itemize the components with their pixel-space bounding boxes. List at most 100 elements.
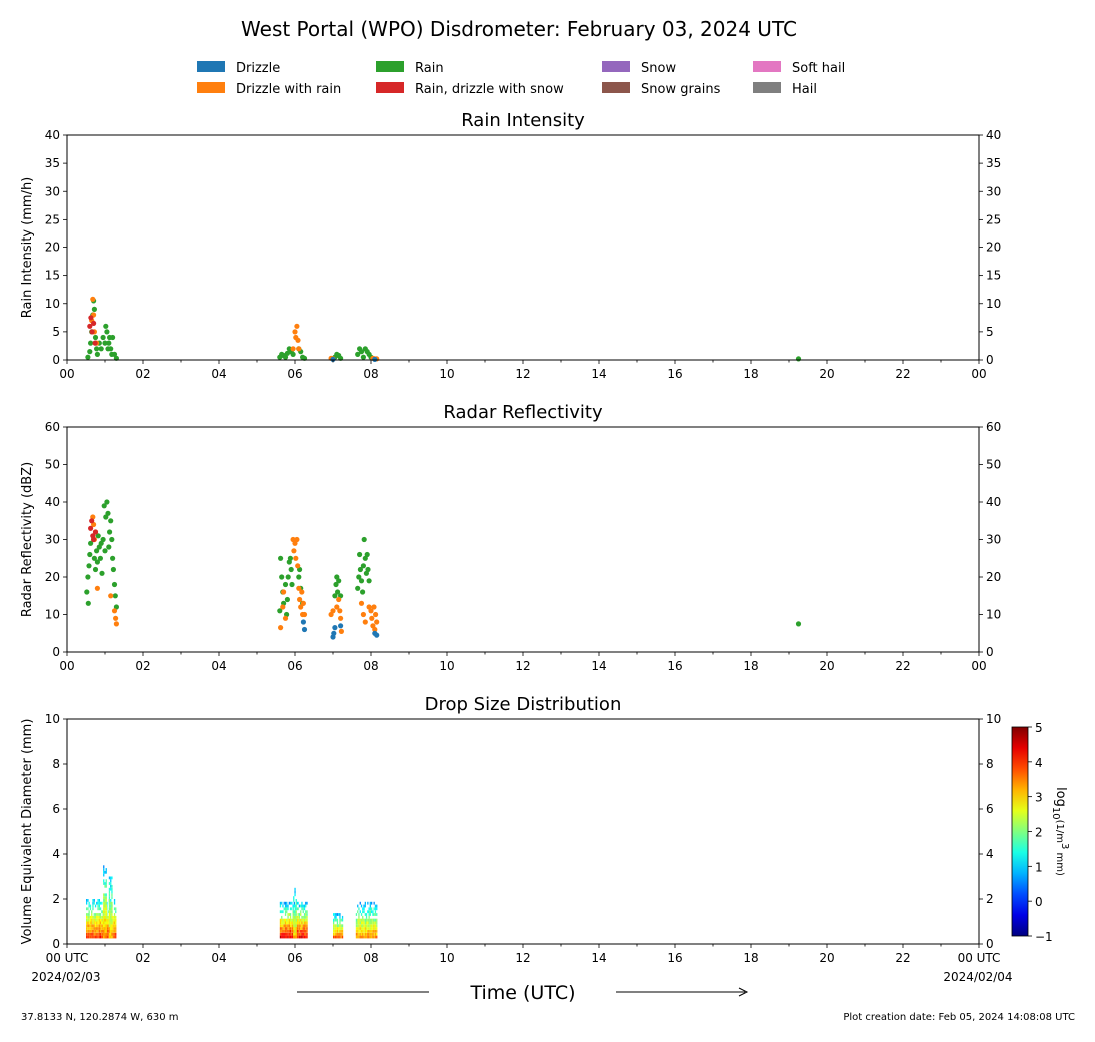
x-tick-label: 04 [211, 367, 226, 381]
colorbar-tick-label: 2 [1035, 826, 1043, 840]
x-tick-label: 18 [743, 951, 758, 965]
heatmap-cell [87, 932, 89, 936]
heatmap-cell [105, 899, 107, 902]
heatmap-cell [97, 932, 99, 936]
heatmap-cell [291, 929, 293, 933]
heatmap-cell [94, 915, 97, 919]
heatmap-cell [87, 935, 89, 939]
heatmap-cell [300, 929, 302, 933]
heatmap-cell [298, 915, 301, 919]
heatmap-cell [373, 913, 375, 916]
x-tick-label: 18 [743, 659, 758, 673]
heatmap-cell [113, 921, 116, 925]
heatmap-cell [113, 918, 116, 922]
heatmap-cell [333, 918, 335, 922]
data-point [290, 346, 296, 352]
y-tick-label: 60 [45, 420, 60, 434]
heatmap-cell [91, 910, 93, 914]
heatmap-cell [110, 907, 112, 911]
data-point [295, 337, 301, 343]
data-point [285, 574, 291, 580]
data-point [100, 536, 106, 543]
data-point [94, 559, 100, 565]
heatmap-cell [360, 935, 363, 939]
heatmap-cell [371, 907, 373, 911]
y-tick-label: 15 [45, 269, 60, 283]
heatmap-cell [373, 921, 375, 925]
heatmap-cell [340, 935, 342, 939]
heatmap-cell [359, 924, 361, 928]
heatmap-cell [334, 935, 336, 939]
heatmap-cell [358, 927, 360, 930]
heatmap-cell [108, 882, 111, 885]
heatmap-cell [360, 929, 363, 933]
heatmap-cell [279, 918, 282, 922]
data-point [374, 632, 380, 638]
heatmap-cell [289, 915, 292, 919]
data-point [97, 555, 103, 561]
heatmap-cell [301, 935, 303, 939]
heatmap-cell [91, 921, 93, 925]
heatmap-cell [105, 879, 107, 883]
heatmap-cell [92, 907, 94, 911]
heatmap-cell [301, 904, 303, 908]
heatmap-cell [367, 924, 369, 928]
heatmap-cell [89, 929, 92, 933]
heatmap-cell [279, 904, 282, 908]
x-tick-label: 06 [287, 367, 302, 381]
heatmap-cell [339, 915, 341, 919]
heatmap-cell [111, 927, 113, 930]
data-point [360, 611, 366, 618]
data-point [372, 356, 378, 362]
y-tick-label: 4 [52, 847, 60, 861]
heatmap-cell [376, 913, 378, 916]
heatmap-cell [98, 927, 100, 930]
x-axis-arrows [297, 987, 749, 997]
x-tick-label: 10 [439, 367, 454, 381]
heatmap-cell [291, 927, 293, 930]
heatmap-cell [355, 929, 358, 933]
heatmap-cell [335, 935, 337, 939]
data-point [109, 536, 115, 543]
heatmap-cell [296, 915, 298, 919]
heatmap-cell [294, 893, 296, 897]
heatmap-cell [108, 915, 111, 919]
heatmap-cell [283, 932, 285, 936]
heatmap-cell [103, 924, 105, 928]
heatmap-cell [98, 904, 100, 908]
heatmap-cell [336, 921, 339, 925]
heatmap-cell [369, 904, 371, 908]
heatmap-cell [96, 924, 98, 928]
heatmap-cell [369, 901, 371, 905]
heatmap-cell [300, 924, 302, 928]
y-tick-label: 20 [45, 570, 60, 584]
heatmap-cell [297, 921, 299, 925]
heatmap-cell [336, 932, 339, 936]
heatmap-cell [287, 935, 289, 939]
heatmap-cell [86, 935, 88, 939]
heatmap-cell [281, 915, 283, 919]
axes-frame [66, 134, 980, 361]
heatmap-cell [110, 924, 112, 928]
legend-swatch [602, 82, 630, 93]
heatmap-cell [92, 927, 94, 930]
heatmap-cell [357, 910, 359, 914]
heatmap-cell [298, 935, 301, 939]
heatmap-cell [339, 927, 341, 930]
heatmap-cell [293, 927, 295, 930]
heatmap-cell [103, 899, 105, 902]
heatmap-cell [295, 927, 297, 930]
legend-swatch [197, 82, 225, 93]
heatmap-cell [374, 927, 377, 930]
data-point [108, 346, 114, 352]
heatmap-cell [93, 915, 95, 919]
data-point [88, 540, 94, 546]
heatmap-cell [88, 924, 90, 928]
heatmap-cell [372, 929, 374, 933]
heatmap-cell [112, 915, 114, 919]
heatmap-cell [372, 924, 374, 928]
colorbar-tick-label: −1 [1035, 930, 1053, 944]
heatmap-cell [112, 924, 114, 928]
